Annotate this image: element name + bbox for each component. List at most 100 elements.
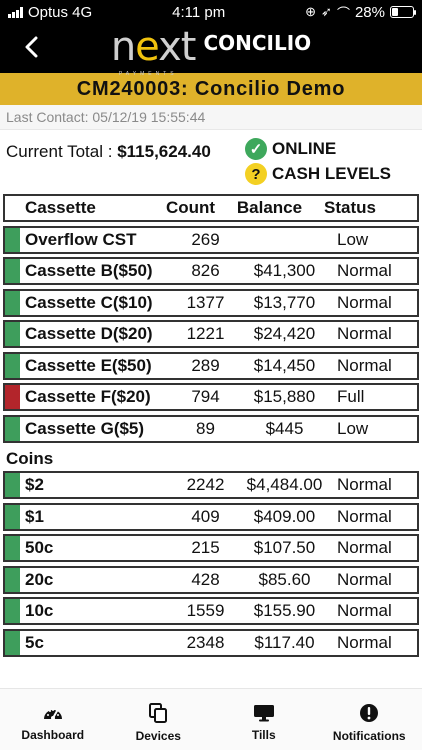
coin-rows: $2 2242 $4,484.00 Normal $1 409 $409.00 Normal 5…: [3, 471, 419, 657]
row-balance: $445: [265, 418, 304, 438]
status-indicator: [5, 227, 20, 252]
table-row[interactable]: 20c 428 $85.60 Normal: [3, 565, 419, 594]
header-status: Status: [324, 198, 376, 217]
row-name: 50c: [25, 538, 54, 557]
row-name: 5c: [25, 632, 44, 652]
device-title-bar: CM240003: Concilio Demo: [0, 73, 422, 105]
status-bar: Optus 4G 4:11 pm ⊕ ➶ ⌒ 28%: [0, 0, 422, 24]
cassette-table: Cassette Count Balance Status Overflow C…: [0, 194, 422, 657]
row-count: 794: [191, 387, 220, 406]
battery-percent: 28%: [354, 3, 385, 21]
headphones-icon: ⌒: [336, 5, 350, 21]
status-indicator: [5, 259, 20, 283]
status-indicator: [5, 322, 20, 346]
bottom-tab-bar: Dashboard Devices Tills Notifications: [0, 688, 422, 750]
notifications-alert-icon: [360, 703, 379, 722]
last-contact: Last Contact: 05/12/19 15:55:44: [0, 105, 422, 130]
row-count: 826: [191, 261, 220, 280]
signal-strength-icon: [8, 6, 23, 18]
status-indicator: [5, 290, 20, 315]
row-status: Normal: [337, 506, 392, 526]
row-status: Normal: [337, 261, 392, 280]
tab-notifications[interactable]: Notifications: [319, 697, 419, 743]
app-header: Optus 4G 4:11 pm ⊕ ➶ ⌒ 28% next PAYMENTS…: [0, 0, 422, 77]
row-status: Normal: [337, 355, 392, 375]
tab-tills-label: Tills: [251, 727, 276, 742]
row-status: Normal: [337, 632, 392, 652]
table-row[interactable]: Overflow CST 269 Low: [3, 225, 419, 254]
concilio-logo: CONCILIO: [203, 30, 312, 55]
row-balance: $24,420: [253, 324, 316, 343]
tab-devices[interactable]: Devices: [108, 697, 208, 743]
row-status: Normal: [337, 475, 392, 494]
table-row[interactable]: Cassette D($20) 1221 $24,420 Normal: [3, 320, 419, 348]
row-name: 10c: [25, 601, 54, 620]
table-row[interactable]: $1 409 $409.00 Normal: [3, 502, 419, 531]
cassette-rows: Overflow CST 269 Low Cassette B($50) 826 $41,…: [3, 225, 419, 443]
row-status: Normal: [337, 569, 392, 589]
current-total-label: Current Total :: [6, 142, 118, 161]
status-indicator: [5, 599, 20, 623]
dashboard-gauge-icon: [43, 708, 62, 720]
screen-lock-icon: ⊕: [305, 4, 317, 19]
table-row[interactable]: Cassette B($50) 826 $41,300 Normal: [3, 257, 419, 285]
row-name: $2: [25, 475, 44, 494]
row-balance: $13,770: [253, 292, 316, 312]
check-circle-icon: ✓: [245, 138, 267, 160]
summary-panel: Current Total : $115,624.40 ✓ ONLINE ? C…: [0, 130, 422, 194]
tab-notifications-label: Notifications: [332, 728, 406, 743]
status-indicator: [5, 473, 20, 497]
online-label: ONLINE: [272, 139, 337, 158]
nav-bar: next PAYMENTS CONCILIO: [0, 23, 422, 77]
table-row[interactable]: 10c 1559 $155.90 Normal: [3, 597, 419, 625]
next-logo: next: [110, 23, 197, 70]
row-status: Low: [337, 418, 369, 438]
row-count: 1377: [186, 292, 225, 312]
tab-dashboard-label: Dashboard: [21, 727, 85, 742]
row-name: Cassette E($50): [25, 355, 152, 375]
battery-icon: [390, 6, 416, 18]
row-balance: $117.40: [254, 632, 315, 652]
table-row[interactable]: 5c 2348 $117.40 Normal: [3, 628, 419, 657]
tab-dashboard[interactable]: Dashboard: [3, 698, 103, 742]
status-indicator: [5, 416, 20, 441]
current-total-value: $115,624.40: [117, 142, 211, 161]
row-status: Low: [337, 229, 369, 249]
row-count: 2348: [186, 632, 225, 652]
row-count: 1221: [186, 324, 225, 343]
row-count: 428: [191, 569, 220, 589]
table-row[interactable]: Cassette C($10) 1377 $13,770 Normal: [3, 288, 419, 317]
row-status: Normal: [337, 601, 392, 620]
tab-tills[interactable]: Tills: [214, 698, 314, 742]
header-count: Count: [165, 198, 216, 217]
status-indicator: [5, 630, 20, 655]
row-count: 409: [191, 506, 220, 526]
row-name: Cassette G($5): [25, 418, 145, 438]
location-arrow-icon: ➶: [321, 4, 332, 19]
row-balance: $41,300: [253, 261, 316, 280]
row-count: 2242: [186, 475, 225, 494]
header-cassette: Cassette: [25, 198, 96, 217]
table-row[interactable]: Cassette G($5) 89 $445 Low: [3, 414, 419, 443]
row-balance: $155.90: [253, 601, 316, 620]
chevron-left-icon: [25, 36, 38, 58]
row-name: 20c: [25, 569, 54, 589]
table-row[interactable]: Cassette E($50) 289 $14,450 Normal: [3, 351, 419, 380]
table-row[interactable]: $2 2242 $4,484.00 Normal: [3, 471, 419, 499]
header-balance: Balance: [236, 198, 303, 217]
cash-levels-label: CASH LEVELS: [272, 164, 392, 183]
status-indicator: [5, 567, 20, 592]
back-button[interactable]: [18, 32, 44, 62]
devices-copy-icon: [149, 702, 168, 723]
row-balance: $4,484.00: [246, 475, 323, 494]
status-indicator: [5, 504, 20, 529]
row-name: Cassette B($50): [25, 261, 153, 280]
page-title: CM240003: Concilio Demo: [76, 77, 346, 100]
table-row[interactable]: 50c 215 $107.50 Normal: [3, 534, 419, 562]
status-indicator: [5, 385, 20, 409]
table-row[interactable]: Cassette F($20) 794 $15,880 Full: [3, 383, 419, 411]
row-count: 289: [191, 355, 220, 375]
row-name: Cassette D($20): [25, 324, 153, 343]
row-name: Cassette C($10): [25, 292, 153, 312]
status-indicator: [5, 353, 20, 378]
